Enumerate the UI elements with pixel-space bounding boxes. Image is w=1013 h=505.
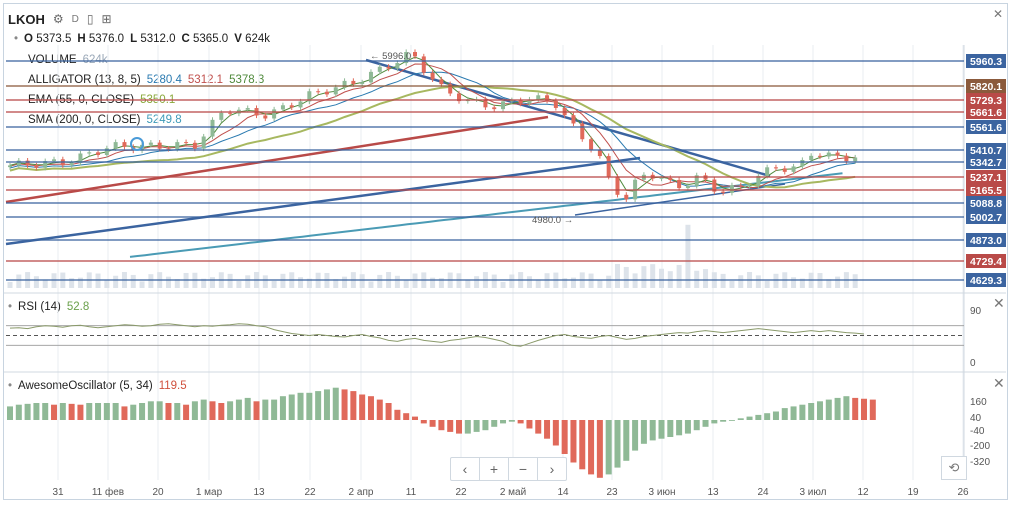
ohlc-bullet: • [14, 33, 19, 45]
high-value: 5376.0 [88, 33, 125, 45]
open-label: O [24, 33, 33, 45]
chart-navigation: ‹ + − › [450, 457, 567, 481]
rsi-close-icon[interactable]: ✕ [993, 295, 1005, 311]
indicator-sma-value: 5249.8 [146, 114, 182, 126]
rsi-value: 52.8 [66, 301, 90, 313]
close-value: 5365.0 [193, 33, 229, 45]
ao-name: AwesomeOscillator (5, 34) [18, 380, 153, 392]
ao-close-icon[interactable]: ✕ [993, 375, 1005, 391]
zoom-out-button[interactable]: − [509, 458, 538, 480]
ao-value: 119.5 [158, 380, 187, 392]
chart-frame [3, 3, 1008, 500]
scroll-left-button[interactable]: ‹ [451, 458, 480, 480]
open-value: 5373.5 [36, 33, 72, 45]
alligator-lips-value: 5378.3 [229, 74, 265, 86]
ohlc-readout: • O 5373.5 H 5376.0 L 5312.0 C 5365.0 V … [14, 33, 270, 45]
indicator-ema-name: EMA (55, 0, CLOSE) [28, 94, 135, 106]
gear-icon[interactable]: ⚙ [52, 12, 64, 26]
low-value: 5312.0 [140, 33, 176, 45]
ao-label[interactable]: • AwesomeOscillator (5, 34) 119.5 [8, 380, 187, 392]
indicator-volume-value: 624k [82, 54, 108, 66]
indicator-alligator[interactable]: ALLIGATOR (13, 8, 5) 5280.4 5312.1 5378.… [28, 74, 264, 86]
indicator-alligator-name: ALLIGATOR (13, 8, 5) [28, 74, 141, 86]
close-label: C [181, 33, 190, 45]
scroll-right-button[interactable]: › [549, 461, 555, 477]
indicator-sma[interactable]: SMA (200, 0, CLOSE) 5249.8 [28, 114, 182, 126]
rsi-name: RSI (14) [18, 301, 61, 313]
volume-label: V [234, 33, 242, 45]
chart-close-icon[interactable]: ✕ [993, 7, 1004, 21]
symbol-label[interactable]: LKOH [8, 11, 45, 27]
indicator-volume-name: VOLUME [28, 54, 77, 66]
reset-zoom-button[interactable]: ⟲ [941, 456, 967, 480]
period-selector[interactable]: D [71, 13, 79, 25]
indicator-ema-value: 5350.1 [140, 94, 176, 106]
compare-icon[interactable]: ▯ [86, 12, 94, 26]
rsi-label[interactable]: • RSI (14) 52.8 [8, 301, 90, 313]
toolbar: LKOH ⚙ D ▯ ⊞ [8, 8, 112, 30]
volume-value: 624k [245, 33, 271, 45]
alligator-teeth-value: 5312.1 [187, 74, 224, 86]
zoom-in-button[interactable]: + [480, 458, 509, 480]
alligator-jaw-value: 5280.4 [146, 74, 182, 86]
indicator-volume[interactable]: VOLUME 624k [28, 54, 108, 66]
add-icon[interactable]: ⊞ [101, 12, 112, 26]
low-label: L [130, 33, 138, 45]
indicator-ema[interactable]: EMA (55, 0, CLOSE) 5350.1 [28, 94, 175, 106]
high-label: H [77, 33, 86, 45]
indicator-sma-name: SMA (200, 0, CLOSE) [28, 114, 141, 126]
